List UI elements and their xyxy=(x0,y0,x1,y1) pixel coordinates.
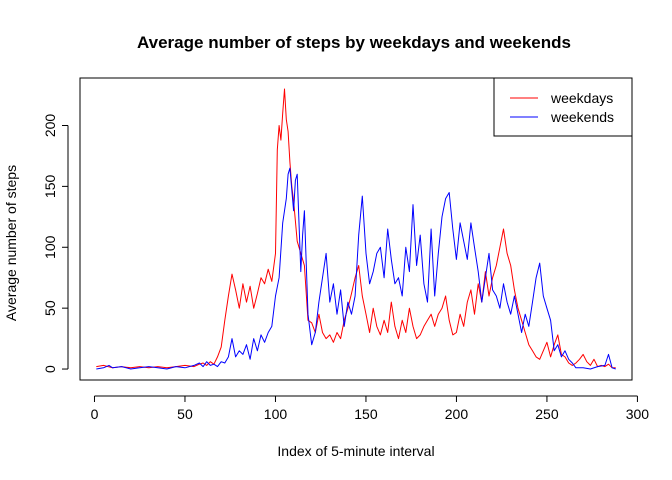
x-tick-label: 150 xyxy=(354,406,378,422)
y-tick-label: 50 xyxy=(42,300,58,316)
y-axis-label: Average number of steps xyxy=(3,165,19,321)
series-line-weekdays xyxy=(96,88,616,369)
y-tick-label: 150 xyxy=(42,174,58,198)
y-tick-label: 100 xyxy=(42,235,58,259)
legend-box xyxy=(493,77,633,137)
chart-title: Average number of steps by weekdays and … xyxy=(137,33,571,52)
legend-label-weekdays: weekdays xyxy=(550,90,613,106)
y-tick-label: 200 xyxy=(42,114,58,138)
series-line-weekends xyxy=(96,167,616,370)
x-axis: 0 50 100 150 200 250 300 xyxy=(91,395,650,422)
x-tick-label: 0 xyxy=(91,406,99,422)
y-tick-label: 0 xyxy=(42,365,58,373)
legend: weekdays weekends xyxy=(493,77,633,137)
legend-label-weekends: weekends xyxy=(550,109,614,125)
y-axis: 0 50 100 150 200 xyxy=(42,114,69,373)
plot-frame xyxy=(79,77,633,381)
series-layer xyxy=(96,88,616,370)
x-tick-label: 50 xyxy=(177,406,193,422)
x-tick-label: 300 xyxy=(626,406,650,422)
x-tick-label: 250 xyxy=(535,406,559,422)
x-tick-label: 200 xyxy=(445,406,469,422)
x-axis-label: Index of 5-minute interval xyxy=(277,443,434,459)
x-tick-label: 100 xyxy=(264,406,288,422)
